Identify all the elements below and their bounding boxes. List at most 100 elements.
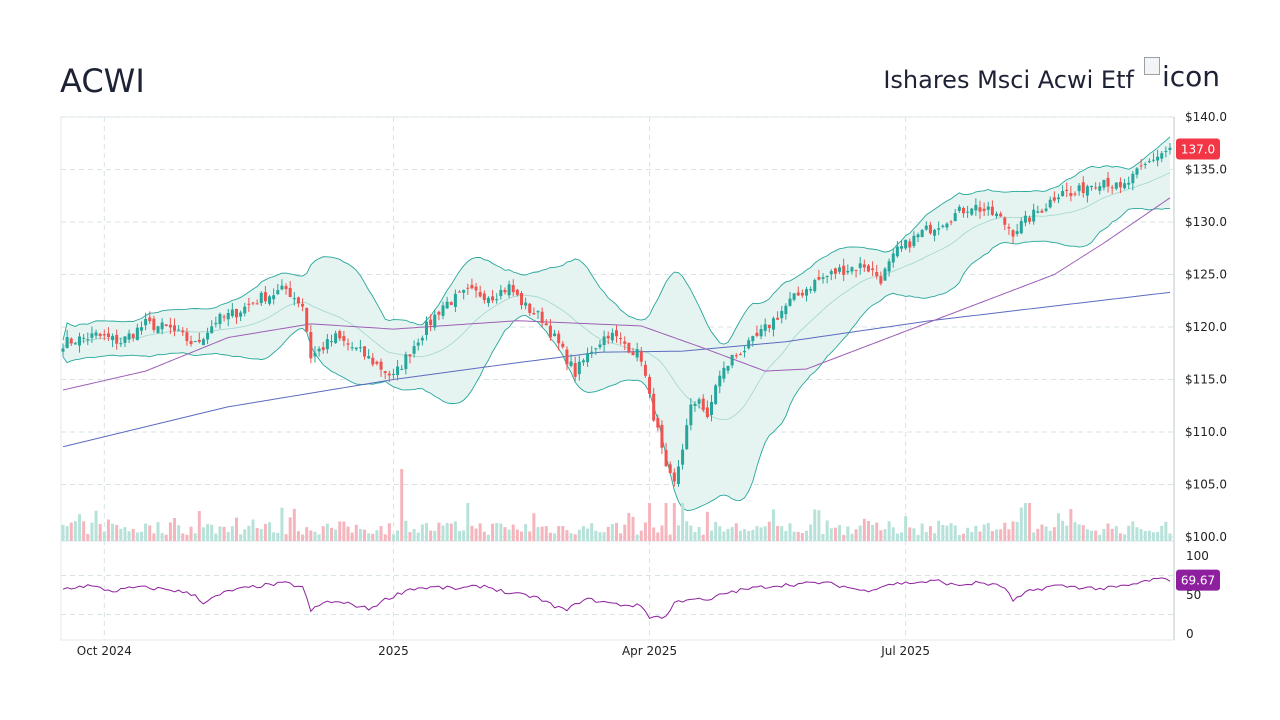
candle-body	[210, 326, 214, 334]
volume-bar	[610, 524, 614, 541]
volume-bar	[371, 533, 375, 541]
candle	[292, 291, 296, 306]
candle	[953, 208, 957, 222]
candle-body	[234, 308, 238, 318]
price-tick-label: $125.0	[1185, 268, 1227, 282]
candle	[1015, 223, 1019, 237]
candle-body	[887, 261, 891, 272]
candle-body	[957, 206, 961, 211]
candle	[61, 343, 65, 357]
candle-body	[1073, 193, 1077, 195]
volume-bar	[1048, 530, 1052, 541]
candle	[941, 224, 945, 229]
candle	[288, 281, 292, 298]
candle	[743, 345, 747, 358]
company-name: Ishares Msci Acwi Etf	[883, 66, 1134, 94]
volume-bar	[470, 525, 474, 541]
volume-bar	[334, 529, 338, 541]
volume-bar	[106, 519, 110, 541]
volume-bar	[284, 534, 288, 541]
volume-bar	[1065, 525, 1069, 541]
candle-body	[1032, 209, 1036, 222]
candle	[734, 353, 738, 359]
candle	[1164, 146, 1168, 158]
candle-body	[809, 289, 813, 291]
candle	[478, 285, 482, 298]
candle	[164, 324, 168, 327]
volume-bar	[404, 520, 408, 541]
candle-body	[251, 302, 255, 304]
volume-bar	[379, 526, 383, 541]
candle-body	[1019, 221, 1023, 234]
candle	[590, 345, 594, 358]
price-tick-label: $115.0	[1185, 373, 1227, 387]
volume-bar	[540, 526, 544, 541]
candle	[722, 361, 726, 383]
candle-body	[288, 288, 292, 298]
price-tick-label: $105.0	[1185, 478, 1227, 492]
volume-bar	[329, 527, 333, 541]
volume-bar	[833, 527, 837, 541]
candle	[338, 329, 342, 342]
volume-bar	[466, 503, 470, 541]
volume-bar	[325, 523, 329, 541]
volume-bar	[953, 525, 957, 541]
candle	[553, 329, 557, 337]
volume-bar	[900, 532, 904, 541]
candle	[986, 201, 990, 216]
candle-body	[325, 339, 329, 350]
candle-body	[606, 335, 610, 339]
volume-bar	[945, 525, 949, 541]
candle-body	[73, 343, 77, 345]
candle-body	[594, 348, 598, 350]
volume-bar	[292, 508, 296, 541]
candle	[499, 285, 503, 300]
value-badges: 137.0 69.67	[1176, 138, 1220, 591]
candle	[1110, 184, 1114, 194]
candle-body	[668, 464, 672, 473]
candle	[259, 291, 263, 306]
volume-bar	[565, 530, 569, 541]
candle	[515, 288, 519, 297]
volume-bar	[891, 527, 895, 541]
candle	[222, 314, 226, 322]
candle-body	[548, 325, 552, 338]
candle-body	[164, 324, 168, 327]
candle	[391, 368, 395, 380]
candle-body	[623, 341, 627, 344]
volume-bar	[313, 531, 317, 541]
volume-bar	[491, 523, 495, 541]
candle	[375, 360, 379, 366]
volume-bar	[974, 525, 978, 541]
candle-body	[491, 296, 495, 301]
company-logo: icon	[1143, 57, 1220, 93]
candle-body	[866, 265, 870, 272]
volume-bar	[305, 527, 309, 541]
candle-body	[301, 303, 305, 307]
candle-body	[788, 298, 792, 306]
volume-bar	[809, 524, 813, 541]
candle-body	[98, 333, 102, 336]
candle-body	[1023, 215, 1027, 223]
candle-body	[639, 351, 643, 362]
volume-bar	[462, 530, 466, 541]
band-middle	[62, 172, 1171, 421]
price-tick-label: $110.0	[1185, 425, 1227, 439]
volume-bar	[838, 525, 842, 541]
candle	[358, 339, 362, 353]
candle-body	[1164, 150, 1168, 152]
candle-body	[1094, 187, 1098, 189]
candle	[491, 290, 495, 304]
candle	[540, 307, 544, 327]
volume-bar	[544, 526, 548, 541]
candle	[1151, 152, 1155, 163]
candle	[1118, 177, 1122, 194]
candle-body	[1160, 153, 1164, 159]
candle-body	[1069, 192, 1073, 197]
candle	[86, 332, 90, 346]
candle	[933, 228, 937, 242]
volume-bar	[98, 523, 102, 541]
volume-bar	[908, 527, 912, 541]
candle-body	[437, 311, 441, 315]
